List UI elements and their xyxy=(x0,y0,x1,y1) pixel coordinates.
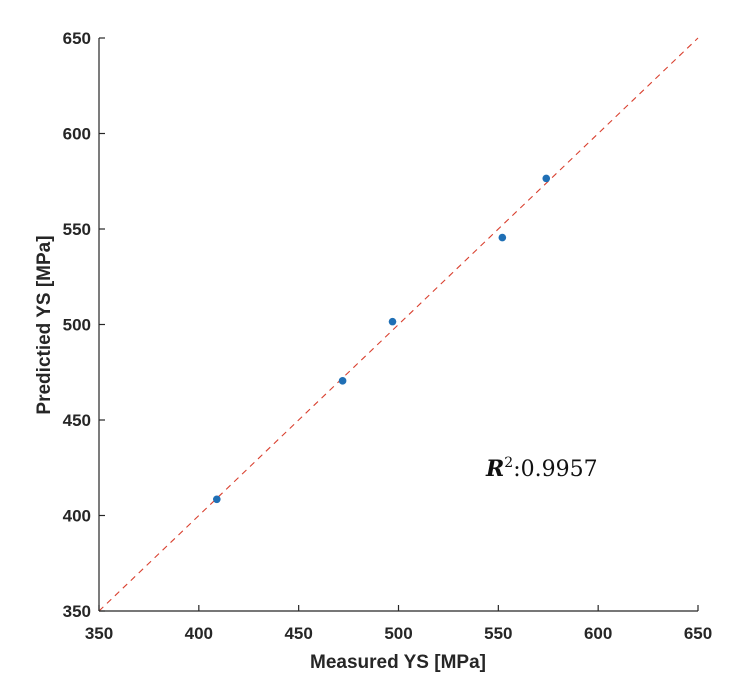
reference-line-layer xyxy=(98,37,699,612)
data-point xyxy=(498,233,507,242)
x-tick-label: 400 xyxy=(185,624,213,643)
x-tick-label: 500 xyxy=(384,624,412,643)
x-tick-label: 600 xyxy=(584,624,612,643)
data-point xyxy=(388,317,397,326)
data-point xyxy=(338,377,347,385)
data-point xyxy=(542,174,551,183)
r-squared-symbol: R xyxy=(485,456,504,482)
r-squared-annotation: R2:0.9957 xyxy=(485,455,598,482)
y-tick-label: 350 xyxy=(63,602,91,621)
x-axis-label: Measured YS [MPa] xyxy=(310,652,486,673)
x-tick-label: 350 xyxy=(85,624,113,643)
data-point xyxy=(213,495,221,504)
reference-line-y-equals-x xyxy=(98,37,699,612)
x-tick-label: 450 xyxy=(284,624,312,643)
y-tick-label: 500 xyxy=(63,316,91,335)
y-axis-ticks: 350 400 450 500 550 600 650 xyxy=(63,29,105,621)
y-tick-label: 400 xyxy=(63,507,91,526)
x-tick-label: 550 xyxy=(484,624,512,643)
y-axis-label: Predictied YS [MPa] xyxy=(34,235,55,414)
y-tick-label: 450 xyxy=(63,411,91,430)
y-tick-label: 650 xyxy=(63,29,91,48)
y-tick-label: 550 xyxy=(63,220,91,239)
y-tick-label: 600 xyxy=(63,125,91,144)
x-tick-label: 650 xyxy=(684,624,712,643)
data-points xyxy=(213,174,551,504)
r-squared-value: :0.9957 xyxy=(513,457,597,482)
r-squared-exponent: 2 xyxy=(504,455,513,471)
x-axis-ticks: 350 400 450 500 550 600 650 xyxy=(85,605,712,643)
